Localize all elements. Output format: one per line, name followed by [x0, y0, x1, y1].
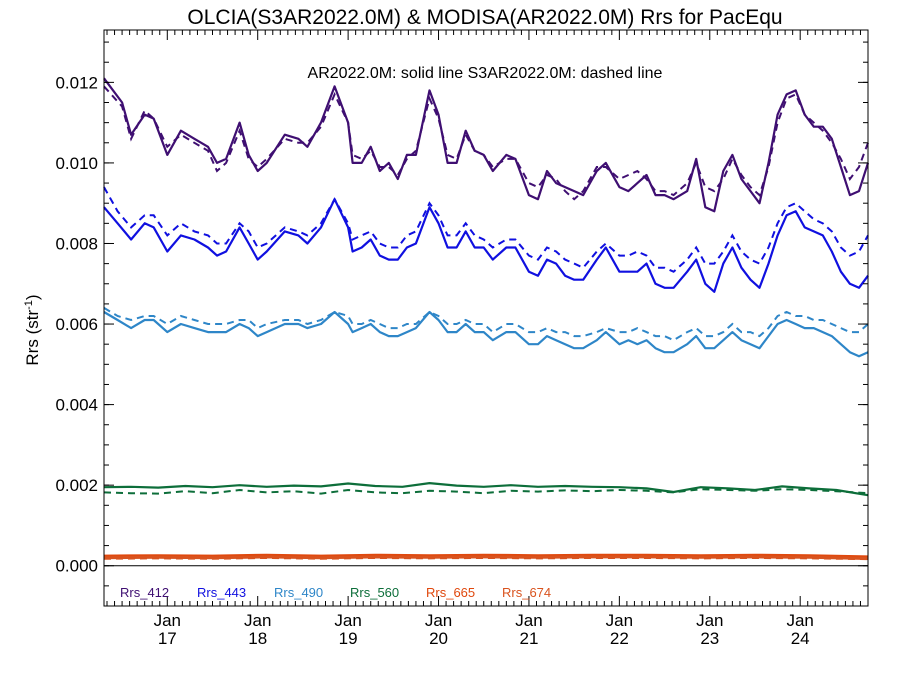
legend-item-rrs-412: Rrs_412: [120, 585, 169, 600]
x-tick-label-month: Jan: [154, 611, 181, 630]
rrs-443-solid-line: [103, 198, 869, 293]
legend-item-rrs-674: Rrs_674: [502, 585, 551, 600]
x-tick-label-year: 24: [791, 629, 810, 648]
plot-lines: [103, 77, 870, 561]
rrs-674-solid-line: [103, 555, 869, 560]
x-tick-label-year: 20: [429, 629, 448, 648]
legend: Rrs_412 Rrs_443 Rrs_490 Rrs_560 Rrs_665 Rrs_6…: [120, 585, 551, 600]
y-axis-label: Rrs (str-1): [23, 294, 42, 365]
x-tick-label-month: Jan: [244, 611, 271, 630]
x-tick-label-month: Jan: [606, 611, 633, 630]
y-axis-label-main: Rrs (str: [23, 310, 42, 366]
legend-item-rrs-665: Rrs_665: [426, 585, 475, 600]
x-tick-label-month: Jan: [515, 611, 542, 630]
rrs-665-solid-line: [103, 553, 869, 559]
rrs-443-dashed-line: [103, 186, 869, 273]
y-axis-label-superscript: -1: [23, 300, 35, 310]
y-tick-label: 0.000: [55, 557, 98, 576]
legend-item-rrs-490: Rrs_490: [274, 585, 323, 600]
chart-title: OLCIA(S3AR2022.0M) & MODISA(AR2022.0M) R…: [187, 6, 782, 29]
x-tick-label-month: Jan: [696, 611, 723, 630]
rrs-560-dashed-line: [103, 488, 869, 495]
x-tick-label-year: 19: [339, 629, 358, 648]
x-tick-label-year: 17: [158, 629, 177, 648]
legend-item-rrs-560: Rrs_560: [350, 585, 399, 600]
x-tick-label-month: Jan: [334, 611, 361, 630]
y-tick-label: 0.012: [55, 73, 98, 92]
x-tick-label-month: Jan: [786, 611, 813, 630]
rrs-490-dashed-line: [103, 307, 869, 342]
rrs-412-solid-line: [103, 77, 870, 213]
y-tick-label: 0.002: [55, 476, 98, 495]
rrs-560-solid-line: [103, 482, 869, 497]
x-tick-label-year: 21: [519, 629, 538, 648]
legend-item-rrs-443: Rrs_443: [197, 585, 246, 600]
x-tick-label-year: 23: [700, 629, 719, 648]
x-tick-label-year: 22: [610, 629, 629, 648]
y-tick-label: 0.004: [55, 396, 98, 415]
y-tick-label: 0.006: [55, 315, 98, 334]
line-style-annotation: AR2022.0M: solid line S3AR2022.0M: dashe…: [308, 65, 663, 82]
y-axis-label-end: ): [23, 294, 42, 300]
y-axis: 0.000 0.002 0.004 0.006 0.008 0.010 0.012: [55, 41, 868, 607]
rrs-490-solid-line: [103, 310, 869, 358]
y-tick-label: 0.010: [55, 154, 98, 173]
x-tick-label-month: Jan: [425, 611, 452, 630]
plot-frame: [103, 29, 869, 607]
y-tick-label: 0.008: [55, 234, 98, 253]
x-tick-label-year: 18: [248, 629, 267, 648]
